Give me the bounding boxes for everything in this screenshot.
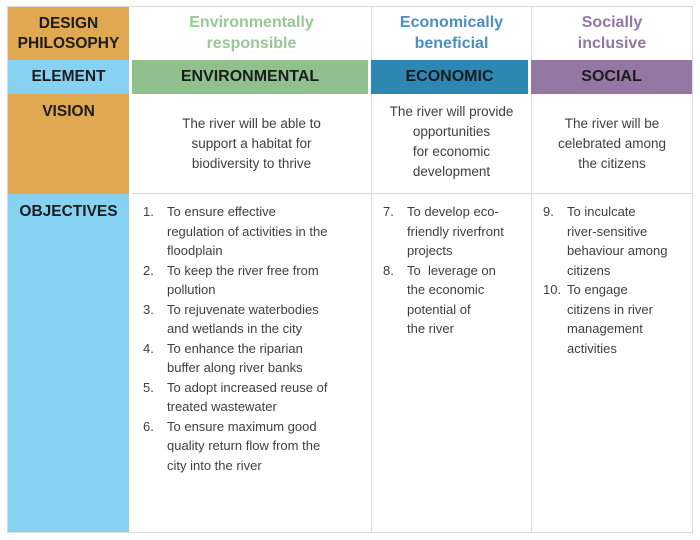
objective-item: 4. To enhance the riparian buffer along … xyxy=(143,339,367,378)
philosophy-framework-table: DESIGN PHILOSOPHY Environmentally respon… xyxy=(7,6,693,533)
objective-text: To enhance the riparian buffer along riv… xyxy=(167,340,303,376)
objective-item: 1. To ensure effective regulation of act… xyxy=(143,202,367,261)
vision-social-text: The river will be celebrated among the c… xyxy=(557,115,667,171)
objective-item: 5. To adopt increased reuse of treated w… xyxy=(143,378,367,417)
element-economic: ECONOMIC xyxy=(371,60,531,94)
objectives-environmental-list: 1. To ensure effective regulation of act… xyxy=(132,194,371,532)
objective-number: 9. xyxy=(543,204,554,219)
element-environmental-label: ENVIRONMENTAL xyxy=(180,68,320,85)
objective-number: 10. xyxy=(543,282,562,297)
objective-number: 1. xyxy=(143,204,154,219)
element-row-header: ELEMENT xyxy=(8,60,132,94)
objective-item: 2. To keep the river free from pollution xyxy=(143,261,367,300)
objective-text: To leverage on the economic potential of… xyxy=(407,262,496,337)
element-label: ELEMENT xyxy=(31,68,106,86)
objective-text: To develop eco- friendly riverfront proj… xyxy=(407,204,504,258)
objective-text: To inculcate river-sensitive behaviour a… xyxy=(567,204,668,278)
objectives-social-list: 9. To inculcate river-sensitive behaviou… xyxy=(531,194,692,532)
objective-text: To keep the river free from pollution xyxy=(167,262,319,298)
objectives-economic-list: 7. To develop eco- friendly riverfront p… xyxy=(371,194,531,532)
objective-number: 5. xyxy=(143,379,154,395)
design-philosophy-row-header: DESIGN PHILOSOPHY xyxy=(8,7,132,60)
objectives-label: OBJECTIVES xyxy=(19,203,118,220)
objective-item: 7. To develop eco- friendly riverfront p… xyxy=(383,202,527,261)
objective-item: 10. To engage citizens in river manageme… xyxy=(543,280,688,358)
element-social: SOCIAL xyxy=(531,60,692,94)
objective-number: 2. xyxy=(143,262,154,278)
philosophy-environmental-label: Environmentally responsible xyxy=(189,13,314,52)
objective-number: 8. xyxy=(383,262,394,278)
vision-label: VISION xyxy=(42,103,95,120)
objective-text: To rejuvenate waterbodies and wetlands i… xyxy=(167,301,319,337)
objective-item: 9. To inculcate river-sensitive behaviou… xyxy=(543,202,688,280)
vision-row-header: VISION xyxy=(8,94,132,194)
philosophy-economic-label: Economically beneficial xyxy=(399,13,504,52)
vision-environmental: The river will be able to support a habi… xyxy=(132,94,371,194)
element-economic-label: ECONOMIC xyxy=(405,68,494,85)
vision-environmental-text: The river will be able to support a habi… xyxy=(182,115,321,171)
objective-text: To ensure effective regulation of activi… xyxy=(167,204,328,258)
objective-item: 8. To leverage on the economic potential… xyxy=(383,261,527,339)
objective-text: To ensure maximum good quality return fl… xyxy=(167,418,321,473)
element-environmental: ENVIRONMENTAL xyxy=(132,60,371,94)
objective-number: 4. xyxy=(143,340,154,356)
objective-text: To engage citizens in river management a… xyxy=(567,282,653,356)
objective-text: To adopt increased reuse of treated wast… xyxy=(167,379,328,415)
objective-number: 3. xyxy=(143,301,154,317)
design-philosophy-label: DESIGN PHILOSOPHY xyxy=(17,15,120,52)
objective-item: 3. To rejuvenate waterbodies and wetland… xyxy=(143,300,367,339)
objective-item: 6. To ensure maximum good quality return… xyxy=(143,417,367,476)
element-social-label: SOCIAL xyxy=(581,68,642,85)
philosophy-economically-beneficial: Economically beneficial xyxy=(371,7,531,60)
objectives-row-header: OBJECTIVES xyxy=(8,194,132,532)
vision-economic-text: The river will provide opportunities for… xyxy=(389,104,514,179)
vision-social: The river will be celebrated among the c… xyxy=(531,94,692,194)
objective-number: 6. xyxy=(143,418,154,434)
objective-number: 7. xyxy=(383,204,394,219)
philosophy-social-label: Socially inclusive xyxy=(577,13,647,52)
philosophy-environmentally-responsible: Environmentally responsible xyxy=(132,7,371,60)
philosophy-socially-inclusive: Socially inclusive xyxy=(531,7,692,60)
vision-economic: The river will provide opportunities for… xyxy=(371,94,531,194)
